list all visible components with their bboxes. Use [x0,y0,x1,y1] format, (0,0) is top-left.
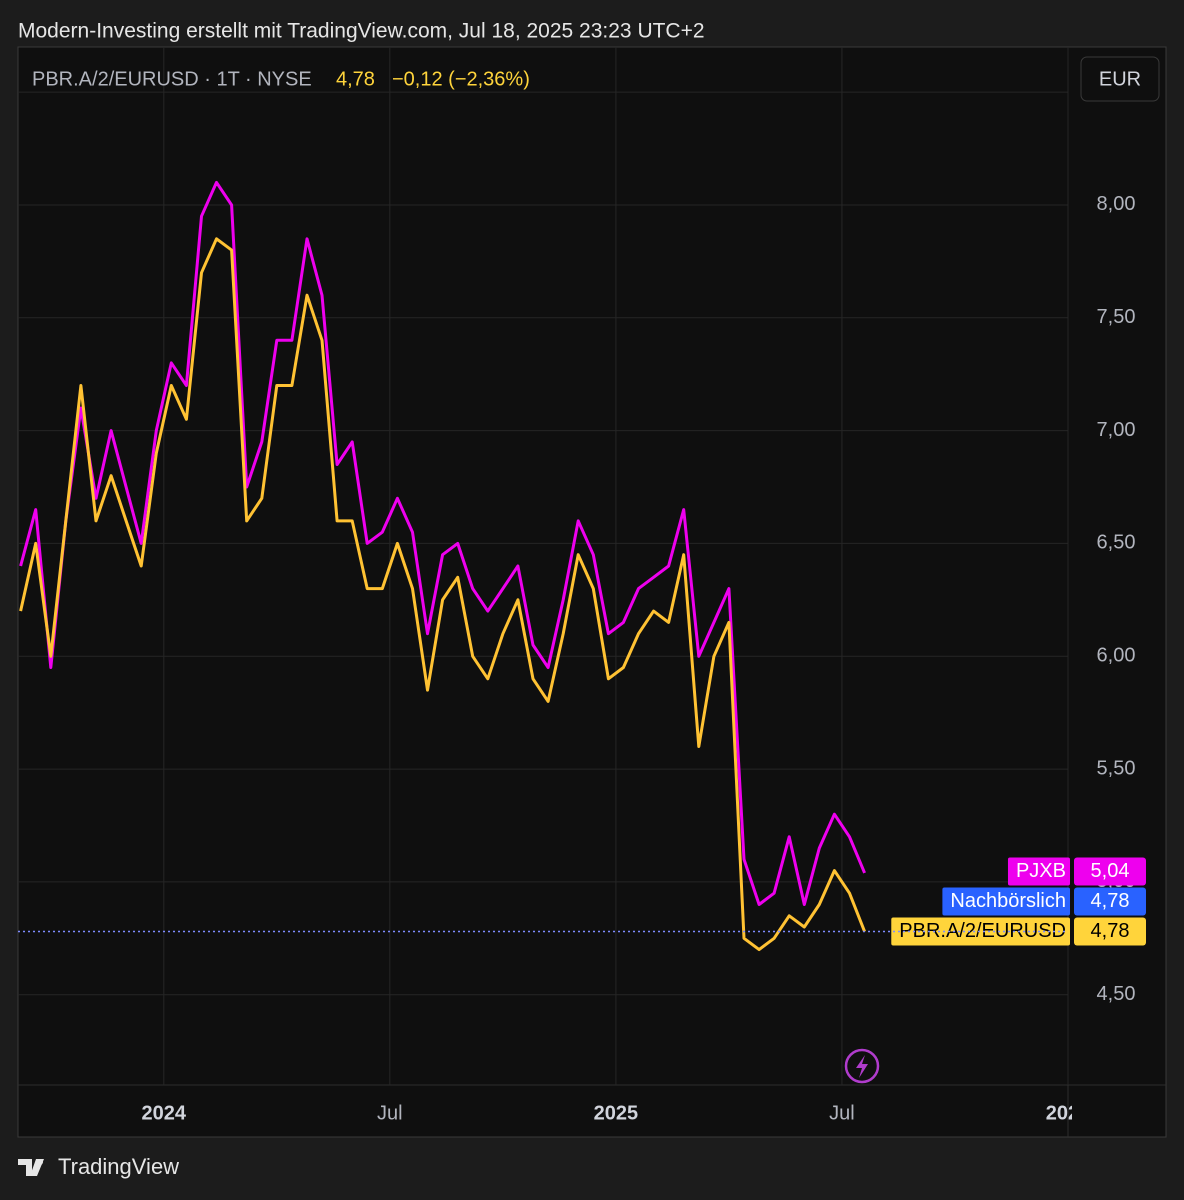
caption: Modern-Investing erstellt mit TradingVie… [18,20,705,43]
price-label-box [1007,857,1070,886]
price-label-value-box [1074,917,1146,946]
y-tick-label: 6,50 [1097,532,1136,554]
price-label-name: Nachbörslich [950,890,1066,912]
last-price: 4,78 [336,68,375,90]
price-label-box [891,917,1070,946]
currency[interactable]: EUR [1099,68,1141,90]
price-change: −0,12 (−2,36%) [392,68,530,90]
price-line [19,180,866,906]
x-tick-label: 2024 [142,1102,187,1124]
chart-pane [17,46,1167,1138]
flash-icon[interactable] [844,1048,880,1084]
y-tick-label: 7,50 [1097,306,1136,328]
price-label-name: PBR.A/2/EURUSD [899,920,1066,942]
currency-button[interactable] [1080,56,1160,102]
x-tick-label: 2026 [1046,1102,1091,1124]
x-tick-label: Jul [829,1102,855,1124]
y-tick-label: 5,50 [1097,757,1136,779]
price-label-value-box [1074,857,1146,886]
symbol: PBR.A/2/EURUSD · 1T · NYSE [32,68,312,90]
x-tick-label: Jul [377,1102,403,1124]
price-label-value-box [1074,887,1146,916]
y-tick-label: 7,00 [1097,419,1136,441]
price-label-value: 5,04 [1091,860,1130,882]
y-tick-label: 8,00 [1097,193,1136,215]
y-tick-label: 6,00 [1097,645,1136,667]
price-label-value: 4,78 [1091,890,1130,912]
brand: TradingView [58,1154,179,1179]
logo [18,1159,44,1176]
price-line [19,237,866,952]
y-tick-label: 4,50 [1097,983,1136,1005]
x-tick-label: 2025 [594,1102,639,1124]
price-label-box [942,887,1070,916]
price-label-name: PJXB [1016,860,1066,882]
price-label-value: 4,78 [1091,920,1130,942]
